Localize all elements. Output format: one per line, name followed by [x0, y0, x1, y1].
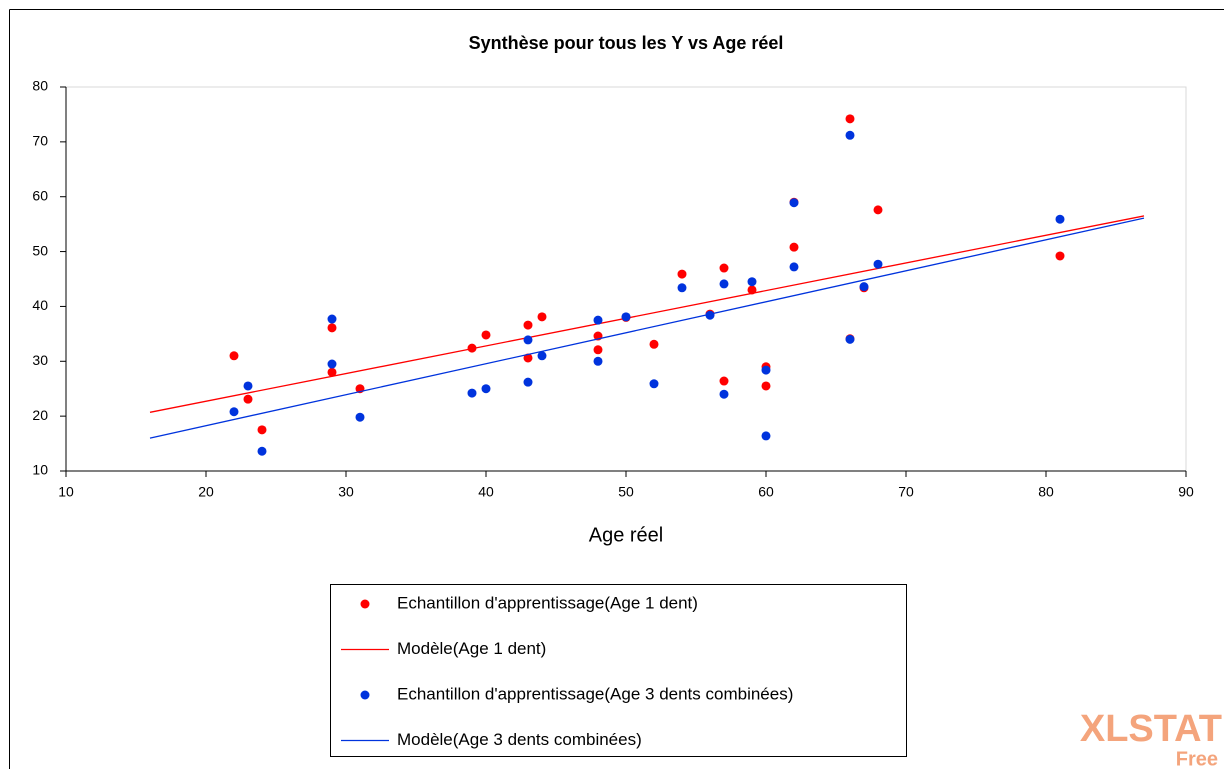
y-tick-label: 10 [32, 462, 48, 478]
x-tick-label: 60 [758, 484, 774, 500]
x-tick-label: 70 [898, 484, 914, 500]
point [523, 377, 533, 387]
point [537, 351, 547, 361]
point [593, 345, 603, 355]
y-tick-label: 30 [32, 352, 48, 368]
watermark: Free [1176, 748, 1218, 769]
y-tick-label: 70 [32, 133, 48, 149]
point [677, 269, 687, 279]
point [481, 384, 491, 394]
point [327, 367, 337, 377]
legend-label: Echantillon d'apprentissage(Age 1 dent) [397, 593, 698, 612]
point [761, 381, 771, 391]
y-tick-label: 80 [32, 78, 48, 94]
point [327, 314, 337, 324]
point [523, 320, 533, 330]
point [1055, 214, 1065, 224]
y-tick-label: 50 [32, 242, 48, 258]
x-tick-label: 10 [58, 484, 74, 500]
legend-label: Modèle(Age 1 dent) [397, 639, 546, 658]
point [705, 310, 715, 320]
chart-title: Synthèse pour tous les Y vs Age réel [469, 33, 784, 53]
point [229, 407, 239, 417]
point [859, 282, 869, 292]
point [257, 446, 267, 456]
point [845, 130, 855, 140]
point [761, 431, 771, 441]
point [257, 425, 267, 435]
point [873, 259, 883, 269]
x-tick-label: 20 [198, 484, 214, 500]
point [243, 381, 253, 391]
point [649, 379, 659, 389]
point [845, 334, 855, 344]
point [789, 198, 799, 208]
x-axis-title: Age réel [589, 524, 664, 546]
point [593, 356, 603, 366]
point [789, 242, 799, 252]
point [243, 394, 253, 404]
model-line [149, 217, 1145, 439]
point [761, 365, 771, 375]
point [677, 283, 687, 293]
x-tick-label: 40 [478, 484, 494, 500]
point [789, 262, 799, 272]
x-tick-label: 50 [618, 484, 634, 500]
point [355, 412, 365, 422]
point [523, 335, 533, 345]
model-line [149, 215, 1145, 413]
point [593, 315, 603, 325]
point [621, 312, 631, 322]
legend-box [330, 584, 907, 757]
y-tick-label: 20 [32, 407, 48, 423]
x-tick-label: 30 [338, 484, 354, 500]
point [327, 323, 337, 333]
y-tick-label: 60 [32, 187, 48, 203]
point [719, 263, 729, 273]
legend-marker [360, 690, 370, 700]
point [719, 389, 729, 399]
legend-label: Modèle(Age 3 dents combinées) [397, 730, 642, 749]
point [873, 205, 883, 215]
point [845, 114, 855, 124]
point [327, 359, 337, 369]
legend-marker [360, 599, 370, 609]
point [747, 277, 757, 287]
point [537, 312, 547, 322]
legend-label: Echantillon d'apprentissage(Age 3 dents … [397, 684, 793, 703]
point [747, 285, 757, 295]
point [649, 339, 659, 349]
point [1055, 251, 1065, 261]
point [467, 388, 477, 398]
point [719, 279, 729, 289]
x-tick-label: 90 [1178, 484, 1194, 500]
point [229, 351, 239, 361]
y-tick-label: 40 [32, 297, 48, 313]
x-tick-label: 80 [1038, 484, 1054, 500]
point [523, 353, 533, 363]
point [481, 330, 491, 340]
watermark: XLSTAT [1080, 708, 1222, 750]
point [719, 376, 729, 386]
